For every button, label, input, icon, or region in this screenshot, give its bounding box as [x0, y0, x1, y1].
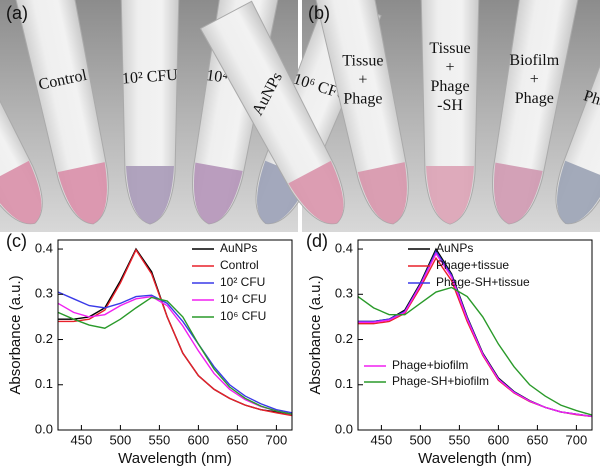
tube: Tissue + Phage -SH — [420, 0, 480, 225]
panel-label: (c) — [6, 231, 27, 251]
legend-label: Phage-SH+tissue — [436, 275, 530, 289]
y-axis-label: Absorbance (a.u.) — [7, 275, 24, 394]
tube-liquid — [357, 162, 407, 224]
x-tick-label: 700 — [266, 432, 288, 447]
photo-label: 10² CFU — [121, 67, 178, 88]
x-axis-label: Wavelength (nm) — [118, 450, 232, 467]
photo-label: Tissue — [342, 53, 383, 70]
photo-label: + — [530, 71, 539, 88]
photo-label: + — [445, 59, 454, 76]
plot-frame — [357, 239, 593, 431]
y-tick-label: 0.2 — [35, 331, 53, 346]
data-line — [58, 247, 293, 415]
tube-label: Biofilm + Phage — [509, 52, 559, 107]
y-tick-label: 0.4 — [335, 240, 353, 255]
tube-label: Tissue + Phage — [342, 53, 383, 108]
tube: AuNPs — [0, 0, 43, 225]
panel-label: (b) — [308, 3, 330, 23]
tube-liquid — [493, 162, 543, 224]
photo-label: Biofilm — [509, 52, 559, 69]
tube-liquid — [57, 162, 107, 224]
y-tick-label: 0.1 — [335, 376, 353, 391]
photo-label: Phage — [430, 78, 469, 95]
tube-liquid — [193, 162, 243, 224]
tube-liquid — [0, 160, 42, 224]
data-line — [358, 247, 593, 418]
y-tick-label: 0.3 — [335, 286, 353, 301]
legend-label: 10² CFU — [220, 275, 265, 289]
x-tick-label: 650 — [527, 432, 549, 447]
tube: 10² CFU — [120, 0, 180, 225]
y-axis-label: Absorbance (a.u.) — [307, 275, 324, 394]
photo-label: -SH — [437, 97, 463, 114]
x-tick-label: 600 — [188, 432, 210, 447]
legend-label: Control — [220, 258, 259, 272]
panel-label: (a) — [6, 3, 28, 23]
photo-label: Tissue — [429, 40, 470, 57]
legend-label: 10⁴ CFU — [220, 292, 267, 306]
legend-label: AuNPs — [436, 241, 473, 255]
tube-liquid — [557, 160, 600, 224]
x-axis-label: Wavelength (nm) — [418, 450, 532, 467]
photo-label: + — [358, 72, 367, 89]
y-tick-label: 0.2 — [335, 331, 353, 346]
x-tick-label: 700 — [566, 432, 588, 447]
data-line — [57, 296, 293, 415]
tube: AuNPs — [199, 0, 345, 225]
tube: Biofilm+Phage-SH — [555, 0, 600, 225]
data-line — [58, 248, 293, 417]
x-tick-label: 500 — [410, 432, 432, 447]
data-line — [57, 291, 293, 414]
tube: Control — [15, 0, 109, 225]
tube-label: 10² CFU — [121, 67, 178, 88]
legend-label: 10⁶ CFU — [220, 309, 266, 323]
y-tick-label: 0.0 — [335, 421, 353, 436]
y-tick-label: 0.4 — [35, 240, 53, 255]
tube-label: Tissue + Phage -SH — [429, 40, 470, 114]
photo-label: Phage — [515, 90, 554, 107]
legend-label: Phage+tissue — [436, 258, 509, 272]
data-line — [357, 286, 593, 416]
tube: Tissue + Phage — [315, 0, 409, 225]
photo-label: Phage — [343, 91, 382, 108]
legend-label: Phage-SH+biofilm — [392, 374, 489, 388]
x-tick-label: 550 — [449, 432, 471, 447]
x-tick-label: 600 — [488, 432, 510, 447]
x-tick-label: 500 — [110, 432, 132, 447]
x-tick-label: 450 — [371, 432, 393, 447]
tube-liquid — [426, 166, 474, 224]
y-tick-label: 0.1 — [35, 376, 53, 391]
data-line — [57, 295, 293, 415]
tube: Biofilm + Phage — [492, 0, 580, 225]
x-tick-label: 650 — [227, 432, 249, 447]
y-tick-label: 0.0 — [35, 421, 53, 436]
tube-liquid — [288, 160, 344, 224]
y-tick-label: 0.3 — [35, 286, 53, 301]
tube-liquid — [126, 166, 174, 224]
x-tick-label: 550 — [149, 432, 171, 447]
x-tick-label: 450 — [71, 432, 93, 447]
legend-label: Phage+biofilm — [392, 358, 468, 372]
plot-frame — [57, 239, 293, 431]
legend-label: AuNPs — [220, 241, 257, 255]
data-line — [358, 252, 593, 418]
panel-label: (d) — [306, 231, 328, 251]
